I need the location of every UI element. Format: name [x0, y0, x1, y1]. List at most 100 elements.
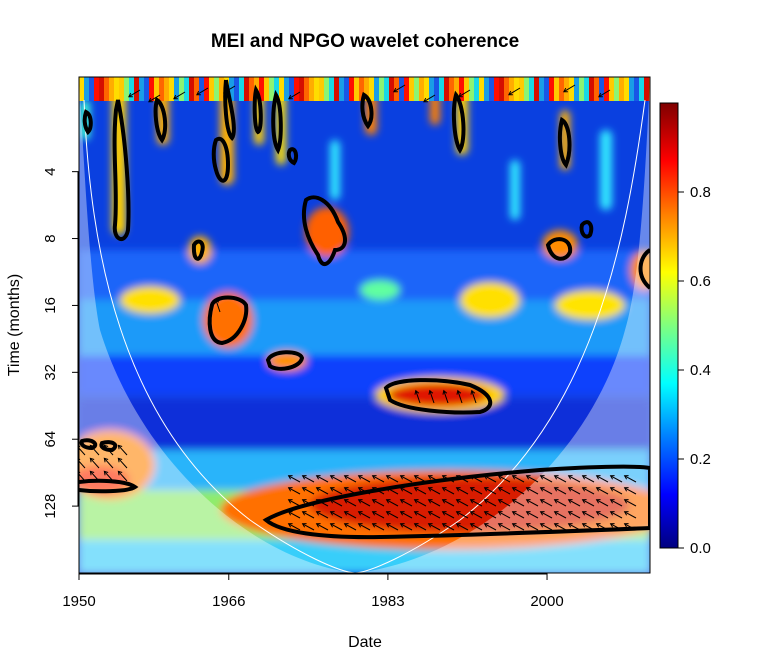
phase-arrow	[400, 523, 413, 531]
contour-region	[451, 90, 466, 154]
phase-arrow-head	[103, 444, 109, 450]
phase-arrow	[624, 475, 637, 483]
phase-arrow-head	[623, 511, 629, 516]
phase-arrow	[470, 499, 483, 507]
phase-arrow	[512, 475, 525, 483]
phase-arrow-head	[315, 523, 321, 528]
phase-arrow	[526, 475, 539, 483]
phase-arrow-head	[357, 475, 363, 480]
phase-arrow	[568, 523, 581, 531]
phase-arrow	[414, 475, 427, 483]
phase-arrow-head	[567, 523, 573, 528]
contour-region	[79, 438, 98, 451]
phase-arrow	[316, 475, 329, 483]
phase-arrow	[428, 511, 441, 519]
phase-arrow-head	[511, 487, 517, 492]
phase-arrow-head	[385, 475, 391, 480]
phase-arrow	[458, 89, 471, 98]
phase-arrow	[428, 499, 441, 507]
contour-region	[557, 116, 572, 169]
phase-arrow-head	[329, 511, 335, 516]
phase-arrow	[484, 511, 497, 519]
x-tick-label: 1950	[62, 593, 95, 610]
phase-arrow-head	[89, 444, 95, 450]
phase-arrow	[117, 457, 128, 469]
phase-arrow-head	[385, 499, 391, 504]
phase-arrow-head	[609, 523, 615, 528]
phase-arrow	[582, 487, 595, 495]
phase-arrow	[316, 511, 329, 519]
phase-arrow	[484, 523, 497, 531]
phase-arrow	[103, 470, 114, 482]
phase-arrow-head	[117, 470, 123, 476]
phase-arrow	[442, 523, 455, 531]
phase-arrow	[540, 475, 553, 483]
phase-arrow-head	[455, 475, 461, 480]
phase-arrow	[400, 487, 413, 495]
phase-arrow	[598, 89, 611, 98]
phase-arrow-head	[128, 92, 133, 98]
phase-arrow-head	[508, 90, 513, 96]
phase-arrow-head	[103, 470, 109, 476]
contour-region	[252, 84, 263, 135]
phase-arrow	[610, 511, 623, 519]
phase-arrow-head	[357, 487, 363, 492]
phase-arrow	[508, 87, 521, 96]
phase-arrow-head	[539, 511, 545, 516]
phase-arrow-head	[567, 487, 573, 492]
phase-arrow-head	[511, 475, 517, 480]
phase-arrow	[103, 457, 114, 469]
phase-arrow-head	[413, 523, 419, 528]
phase-arrow-head	[315, 499, 321, 504]
stripe-pattern	[79, 77, 650, 101]
phase-arrow-head	[539, 487, 545, 492]
phase-arrow	[582, 499, 595, 507]
y-axis: 4 8 16 32 64 128	[42, 167, 79, 519]
phase-arrow	[372, 475, 385, 483]
phase-arrow	[470, 487, 483, 495]
phase-arrow	[344, 511, 357, 519]
phase-arrow	[358, 475, 371, 483]
phase-arrow-head	[371, 499, 377, 504]
phase-arrow-head	[315, 475, 321, 480]
phase-arrow-head	[469, 523, 475, 528]
phase-arrow-head	[595, 499, 601, 504]
phase-arrow-head	[581, 475, 587, 480]
contour-region	[223, 79, 236, 142]
phase-arrow	[526, 499, 539, 507]
phase-arrow	[484, 499, 497, 507]
phase-arrow-head	[469, 511, 475, 516]
phase-arrow	[330, 499, 343, 507]
phase-arrow	[117, 444, 128, 456]
phase-arrow	[512, 511, 525, 519]
y-tick-label: 64	[42, 431, 59, 448]
phase-arrow	[330, 523, 343, 531]
phase-arrow-head	[581, 523, 587, 528]
phase-arrow	[414, 523, 427, 531]
phase-arrow-head	[483, 499, 489, 504]
phase-arrow-head	[288, 94, 293, 100]
phase-arrow-head	[214, 298, 220, 304]
phase-arrow	[470, 523, 483, 531]
phase-arrow	[582, 523, 595, 531]
phase-arrow	[302, 523, 315, 531]
phase-arrow-head	[455, 523, 461, 528]
phase-arrow-head	[623, 475, 629, 480]
phase-arrow	[344, 475, 357, 483]
phase-arrow-head	[525, 487, 531, 492]
phase-arrow-head	[413, 511, 419, 516]
contour-region	[638, 248, 650, 290]
phase-arrow	[456, 511, 469, 519]
phase-arrow	[148, 94, 161, 103]
phase-arrow-head	[595, 487, 601, 492]
phase-arrow-head	[483, 523, 489, 528]
phase-arrow	[196, 87, 209, 96]
phase-arrow	[428, 487, 441, 495]
phase-arrow-head	[399, 499, 405, 504]
phase-arrow	[582, 475, 595, 483]
phase-arrow	[471, 390, 477, 404]
phase-arrow-head	[553, 487, 559, 492]
phase-arrow-head	[427, 511, 433, 516]
phase-arrow	[526, 511, 539, 519]
phase-arrow-head	[497, 511, 503, 516]
